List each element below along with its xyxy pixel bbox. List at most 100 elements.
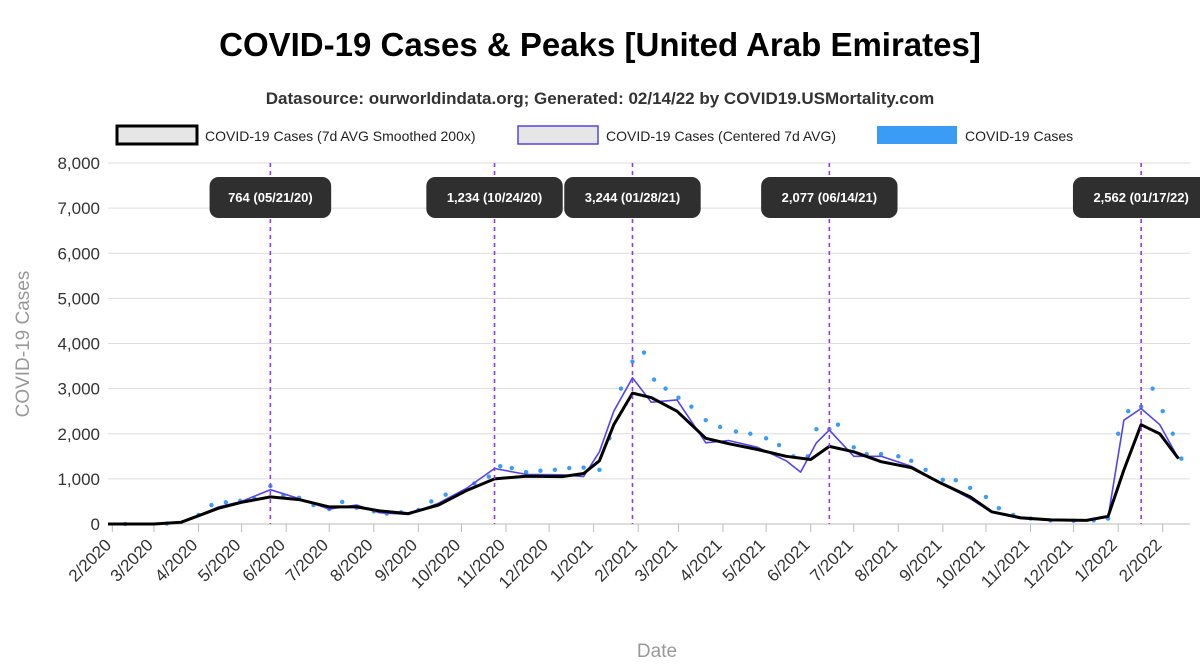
data-point	[567, 465, 572, 471]
x-axis-label: Date	[637, 641, 677, 662]
legend-item-smoothed[interactable]: COVID-19 Cases (7d AVG Smoothed 200x)	[115, 124, 476, 146]
data-point	[1126, 408, 1131, 414]
legend-item-centered[interactable]: COVID-19 Cases (Centered 7d AVG)	[517, 125, 836, 145]
y-tick-label: 4,000	[57, 335, 100, 354]
y-tick-label: 6,000	[57, 244, 100, 263]
x-tick-label: 1/2021	[546, 535, 596, 585]
data-point	[851, 445, 856, 450]
x-tick-label: 2/2020	[65, 535, 115, 585]
peak-label-box	[564, 177, 701, 218]
data-point	[209, 502, 214, 508]
y-tick-label: 2,000	[57, 425, 100, 444]
data-point	[717, 424, 723, 430]
data-point	[940, 477, 946, 482]
data-point	[1170, 431, 1175, 436]
chart-subtitle: Datasource: ourworldindata.org; Generate…	[266, 89, 935, 108]
x-axis: 2/20203/20204/20205/20206/20207/20208/20…	[65, 523, 1190, 592]
peak-label: 3,244 (01/28/21)	[585, 190, 680, 205]
legend-label-smoothed: COVID-19 Cases (7d AVG Smoothed 200x)	[205, 128, 476, 144]
data-point	[486, 474, 491, 479]
legend-label-cases: COVID-19 Cases	[965, 128, 1073, 144]
peak-label-box	[761, 177, 898, 218]
x-tick-label: 7/2021	[806, 535, 856, 585]
peak-label-box	[209, 177, 332, 218]
data-point	[641, 350, 647, 355]
legend-item-cases[interactable]: COVID-19 Cases	[877, 126, 1073, 144]
data-point	[776, 442, 782, 448]
x-tick-label: 5/2020	[194, 535, 244, 585]
data-point	[1160, 408, 1165, 414]
peak-label-box	[1072, 177, 1200, 218]
plot-area	[108, 350, 1184, 527]
data-point	[597, 467, 602, 473]
x-tick-label: 8/2021	[851, 535, 901, 585]
y-tick-label: 0	[91, 515, 100, 534]
data-point	[909, 458, 914, 464]
x-tick-label: 6/2021	[763, 535, 813, 585]
chart-title: COVID-19 Cases & Peaks [United Arab Emir…	[219, 26, 981, 63]
data-point	[651, 377, 657, 382]
series-cases-points	[123, 350, 1184, 527]
data-point	[835, 422, 841, 427]
legend-swatch-smoothed	[115, 124, 199, 146]
x-tick-label: 1/2022	[1071, 535, 1121, 585]
y-axis-label: COVID-19 Cases	[13, 271, 34, 418]
data-point	[630, 359, 635, 364]
y-tick-label: 1,000	[57, 470, 100, 489]
data-point	[509, 465, 514, 471]
data-point	[429, 499, 434, 504]
x-tick-label: 2/2022	[1115, 535, 1165, 585]
data-point	[443, 492, 448, 497]
data-point	[618, 386, 624, 391]
data-point	[703, 418, 708, 423]
x-tick-label: 6/2020	[239, 535, 289, 585]
y-tick-label: 5,000	[57, 289, 100, 308]
legend-swatch-centered	[517, 125, 599, 145]
peak-annotations: 764 (05/21/20) 1,234 (10/24/20) 3,244 (01/…	[209, 163, 1200, 524]
data-point	[581, 465, 586, 470]
x-tick-label: 3/2021	[631, 535, 681, 585]
x-tick-label: 2/2021	[591, 535, 641, 585]
data-point	[523, 469, 529, 475]
data-point	[676, 395, 681, 400]
grid	[108, 162, 1190, 525]
series-centered-line	[108, 376, 1180, 525]
data-point	[763, 436, 769, 441]
legend-label-centered: COVID-19 Cases (Centered 7d AVG)	[606, 128, 836, 144]
data-point	[878, 451, 884, 457]
y-axis: 0 1,000 2,000 3,000 4,000 5,000 6,000 7,000 8,00…	[57, 154, 100, 534]
data-point	[748, 431, 753, 436]
x-tick-label: 8/2020	[326, 535, 376, 585]
data-point	[733, 429, 739, 434]
data-point	[996, 506, 1002, 511]
peak-label: 2,077 (06/14/21)	[782, 190, 877, 205]
series-smoothed-line	[108, 391, 1180, 526]
data-point	[689, 404, 694, 409]
data-point	[223, 500, 229, 505]
data-point	[552, 467, 558, 473]
legend: COVID-19 Cases (7d AVG Smoothed 200x) CO…	[115, 124, 1073, 146]
x-tick-label: 5/2021	[719, 535, 769, 585]
peak-label-box	[426, 177, 563, 218]
x-tick-label: 4/2021	[676, 535, 726, 585]
data-point	[967, 485, 973, 491]
data-point	[663, 386, 668, 391]
data-point	[953, 478, 958, 483]
y-tick-label: 3,000	[57, 380, 100, 399]
data-point	[1179, 456, 1184, 461]
data-point	[1150, 386, 1155, 391]
data-point	[538, 468, 543, 473]
data-point	[983, 494, 989, 500]
peak-label: 764 (05/21/20)	[228, 190, 313, 205]
peak-label: 1,234 (10/24/20)	[447, 190, 542, 205]
data-point	[340, 499, 345, 505]
data-point	[498, 464, 503, 469]
peak-label: 2,562 (01/17/22)	[1093, 190, 1188, 205]
data-point	[896, 454, 901, 459]
y-tick-label: 8,000	[57, 154, 100, 173]
x-tick-label: 4/2020	[151, 535, 201, 585]
data-point	[814, 427, 819, 432]
data-point	[1115, 431, 1121, 436]
x-tick-label: 7/2020	[282, 535, 332, 585]
